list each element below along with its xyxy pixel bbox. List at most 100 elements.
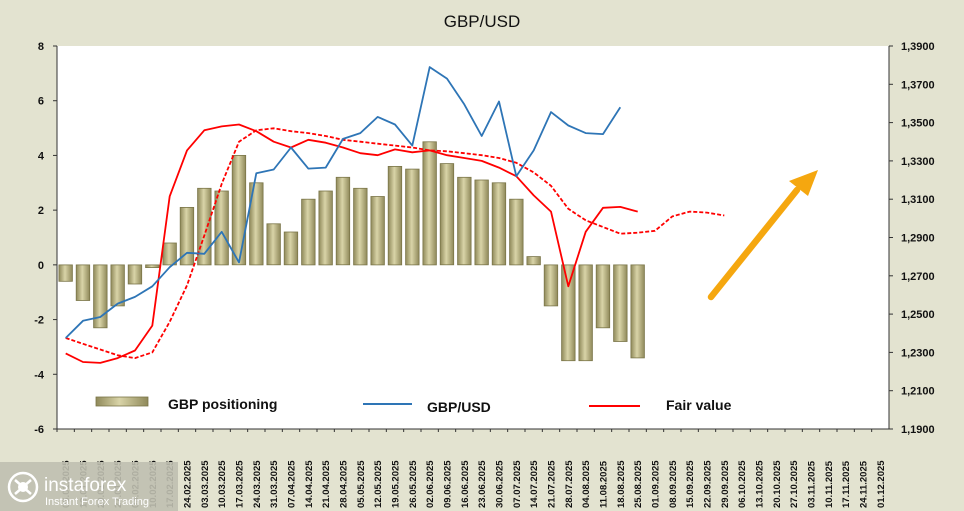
- positioning-bar: [439, 163, 455, 266]
- watermark-bg: [0, 462, 178, 511]
- positioning-bar: [214, 190, 229, 266]
- left-tick-label: -4: [34, 369, 45, 381]
- left-tick-label: 8: [38, 41, 44, 53]
- left-tick-label: 6: [38, 96, 44, 108]
- positioning-bar: [249, 182, 264, 266]
- positioning-bar: [353, 187, 368, 266]
- x-tick-label: 07.07.2025: [512, 460, 523, 508]
- right-tick-label: 1,2900: [901, 233, 935, 245]
- x-tick-label: 10.03.2025: [217, 460, 228, 508]
- left-tick-label: -2: [34, 315, 44, 327]
- positioning-bar: [613, 264, 628, 342]
- watermark-tagline: Instant Forex Trading: [45, 496, 149, 508]
- right-tick-label: 1,2700: [901, 271, 935, 283]
- lines-layer: [65, 66, 725, 364]
- watermark: instaforex Instant Forex Trading: [0, 462, 178, 511]
- positioning-bar: [127, 264, 143, 285]
- x-tick-label: 18.08.2025: [616, 460, 627, 508]
- positioning-bar: [197, 187, 212, 266]
- positioning-bar: [509, 198, 524, 266]
- positioning-bar: [561, 264, 576, 362]
- positioning-bar: [58, 264, 73, 282]
- x-tick-label: 11.08.2025: [599, 460, 610, 508]
- x-tick-label: 24.02.2025: [183, 460, 194, 508]
- trend-arrow-head: [789, 170, 818, 196]
- legend-label-fair-value: Fair value: [666, 397, 732, 413]
- legend-label-gbpusd: GBP/USD: [427, 399, 491, 415]
- fair-value-dashed-line: [65, 127, 725, 359]
- positioning-bar: [75, 264, 91, 301]
- right-tick-label: 1,1900: [901, 424, 935, 436]
- x-tick-label: 16.06.2025: [460, 460, 471, 508]
- x-tick-label: 22.09.2025: [703, 460, 714, 508]
- x-tick-label: 31.03.2025: [269, 460, 280, 508]
- positioning-bar: [231, 154, 247, 266]
- positioning-bar: [578, 264, 593, 362]
- positioning-bar: [179, 206, 195, 266]
- right-tick-label: 1,3900: [901, 41, 935, 53]
- right-tick-label: 1,2100: [901, 386, 935, 398]
- gbpusd-line: [65, 66, 622, 339]
- x-tick-label: 04.08.2025: [581, 460, 592, 508]
- x-tick-label: 28.04.2025: [339, 460, 350, 508]
- positioning-bar: [422, 141, 437, 266]
- positioning-bar: [301, 198, 316, 266]
- positioning-bar: [526, 256, 541, 266]
- positioning-bar: [370, 196, 385, 266]
- positioning-bar: [595, 264, 611, 329]
- x-tick-label: 17.11.2025: [841, 460, 852, 508]
- x-tick-label: 29.09.2025: [720, 460, 731, 508]
- x-tick-label: 14.07.2025: [529, 460, 540, 508]
- x-tick-label: 06.10.2025: [737, 460, 748, 508]
- positioning-bar: [474, 179, 489, 266]
- x-tick-label: 05.05.2025: [356, 460, 367, 508]
- x-tick-label: 14.04.2025: [304, 460, 315, 508]
- x-tick-label: 21.04.2025: [321, 460, 332, 508]
- x-tick-label: 01.09.2025: [651, 460, 662, 508]
- x-tick-label: 28.07.2025: [564, 460, 575, 508]
- left-tick-label: 4: [38, 150, 45, 162]
- x-tick-label: 03.03.2025: [200, 460, 211, 508]
- x-tick-label: 26.05.2025: [408, 460, 419, 508]
- fair-value-line: [65, 123, 638, 364]
- positioning-bar: [93, 264, 108, 329]
- right-tick-label: 1,3100: [901, 194, 935, 206]
- left-tick-label: 0: [38, 260, 44, 272]
- legend: GBP positioning GBP/USD Fair value: [95, 396, 732, 415]
- x-tick-label: 07.04.2025: [287, 460, 298, 508]
- bars-layer: [58, 141, 645, 362]
- positioning-bar: [335, 176, 351, 266]
- x-tick-label: 12.05.2025: [373, 460, 384, 508]
- trend-arrow: [707, 170, 818, 301]
- x-tick-label: 13.10.2025: [755, 460, 766, 508]
- positioning-bar: [630, 264, 645, 359]
- positioning-bar: [543, 264, 559, 307]
- x-tick-label: 20.10.2025: [772, 460, 783, 508]
- right-tick-label: 1,2500: [901, 309, 935, 321]
- plot-area: [57, 46, 889, 429]
- x-tick-label: 24.03.2025: [252, 460, 263, 508]
- legend-swatch-positioning: [95, 396, 149, 407]
- positioning-bar: [491, 182, 507, 266]
- x-tick-label: 23.06.2025: [477, 460, 488, 508]
- x-tick-label: 19.05.2025: [391, 460, 402, 508]
- positioning-bar: [457, 176, 472, 266]
- trend-arrow-shaft: [707, 186, 801, 301]
- x-tick-label: 21.07.2025: [547, 460, 558, 508]
- instaforex-logo-icon: [7, 471, 39, 503]
- positioning-bar: [145, 264, 160, 268]
- x-tick-label: 03.11.2025: [807, 460, 818, 508]
- positioning-bar: [405, 168, 420, 266]
- x-tick-label: 15.09.2025: [685, 460, 696, 508]
- legend-label-positioning: GBP positioning: [168, 396, 277, 412]
- positioning-bar: [283, 231, 299, 266]
- x-tick-label: 30.06.2025: [495, 460, 506, 508]
- positioning-bar: [318, 190, 333, 266]
- x-tick-label: 27.10.2025: [789, 460, 800, 508]
- left-tick-label: -6: [34, 424, 44, 436]
- x-tick-label: 17.03.2025: [235, 460, 246, 508]
- positioning-bar: [162, 242, 177, 266]
- positioning-bar: [110, 264, 125, 307]
